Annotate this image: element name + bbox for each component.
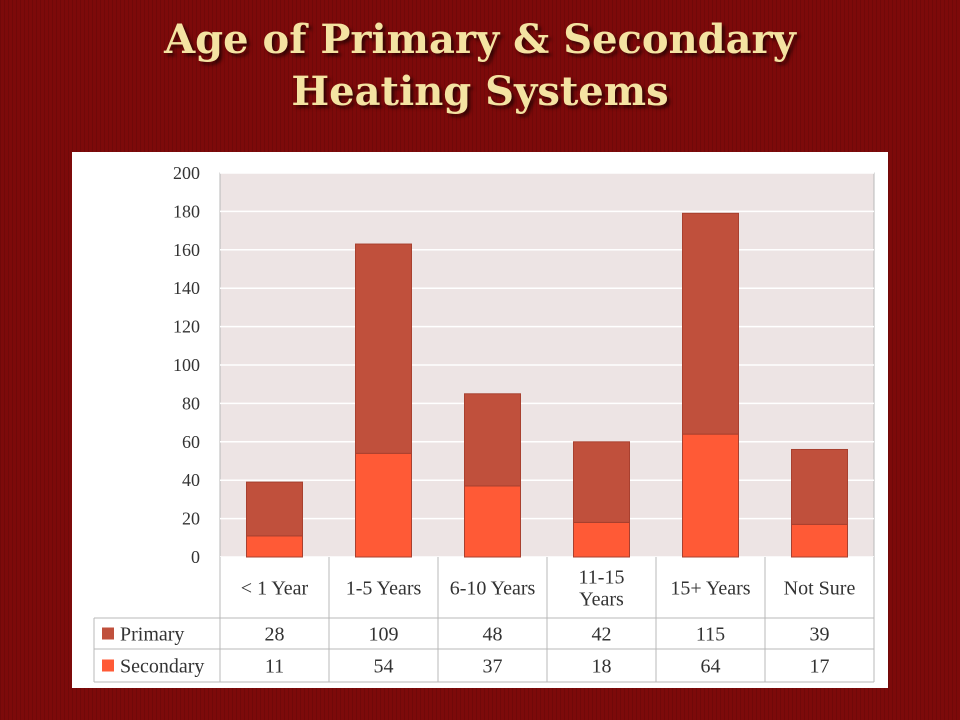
y-tick-label: 100 bbox=[173, 355, 200, 375]
bar-secondary bbox=[355, 452, 412, 558]
bar-primary bbox=[682, 212, 739, 435]
data-label: 18 bbox=[592, 656, 612, 678]
y-tick-label: 20 bbox=[182, 509, 200, 529]
stacked-bar-chart: 0 20 40 60 80 100 120 140 160 180 200 < 1 Year 1-5 Y… bbox=[93, 163, 875, 683]
data-label: 54 bbox=[374, 656, 394, 678]
bar-secondary bbox=[464, 485, 521, 558]
data-label: 48 bbox=[483, 624, 503, 646]
bar-secondary bbox=[682, 433, 739, 558]
category-label: 11-15 bbox=[579, 567, 625, 589]
category-label: Years bbox=[579, 589, 624, 611]
data-label: 109 bbox=[369, 624, 399, 646]
y-tick-label: 0 bbox=[191, 547, 200, 567]
legend-swatch-primary bbox=[102, 627, 114, 640]
legend-label-primary: Primary bbox=[120, 624, 184, 646]
y-tick-label: 120 bbox=[173, 317, 200, 337]
bar-primary bbox=[355, 243, 412, 454]
chart-card: 0 20 40 60 80 100 120 140 160 180 200 < 1 Year 1-5 Y… bbox=[72, 152, 888, 688]
bar-secondary bbox=[246, 535, 303, 558]
data-label: 115 bbox=[696, 624, 725, 646]
category-label: 1-5 Years bbox=[346, 578, 422, 600]
category-label: < 1 Year bbox=[241, 578, 309, 600]
data-label: 64 bbox=[701, 656, 721, 678]
category-label: 15+ Years bbox=[670, 578, 750, 600]
data-label: 17 bbox=[810, 656, 830, 678]
title-line-1: Age of Primary & Secondary bbox=[164, 16, 796, 63]
y-tick-label: 160 bbox=[173, 240, 200, 260]
slide-title: Age of Primary & Secondary Heating Syste… bbox=[0, 14, 960, 118]
bar-secondary bbox=[791, 523, 848, 558]
data-label: 42 bbox=[592, 624, 612, 646]
data-label: 37 bbox=[483, 656, 503, 678]
bar-primary bbox=[246, 481, 303, 537]
bar-primary bbox=[791, 448, 848, 525]
y-tick-label: 180 bbox=[173, 201, 200, 221]
data-label: 28 bbox=[265, 624, 285, 646]
y-tick-label: 140 bbox=[173, 278, 200, 298]
y-tick-label: 200 bbox=[173, 163, 200, 183]
y-tick-label: 80 bbox=[182, 393, 200, 413]
bar-primary bbox=[573, 441, 630, 523]
title-line-2: Heating Systems bbox=[291, 68, 669, 115]
category-label: Not Sure bbox=[784, 578, 856, 600]
y-tick-label: 40 bbox=[182, 470, 200, 490]
data-label: 11 bbox=[265, 656, 284, 678]
y-tick-label: 60 bbox=[182, 432, 200, 452]
bar-secondary bbox=[573, 521, 630, 558]
data-label: 39 bbox=[810, 624, 830, 646]
bar-primary bbox=[464, 393, 521, 487]
legend-swatch-secondary bbox=[102, 659, 114, 672]
legend-label-secondary: Secondary bbox=[120, 656, 204, 678]
category-label: 6-10 Years bbox=[450, 578, 536, 600]
